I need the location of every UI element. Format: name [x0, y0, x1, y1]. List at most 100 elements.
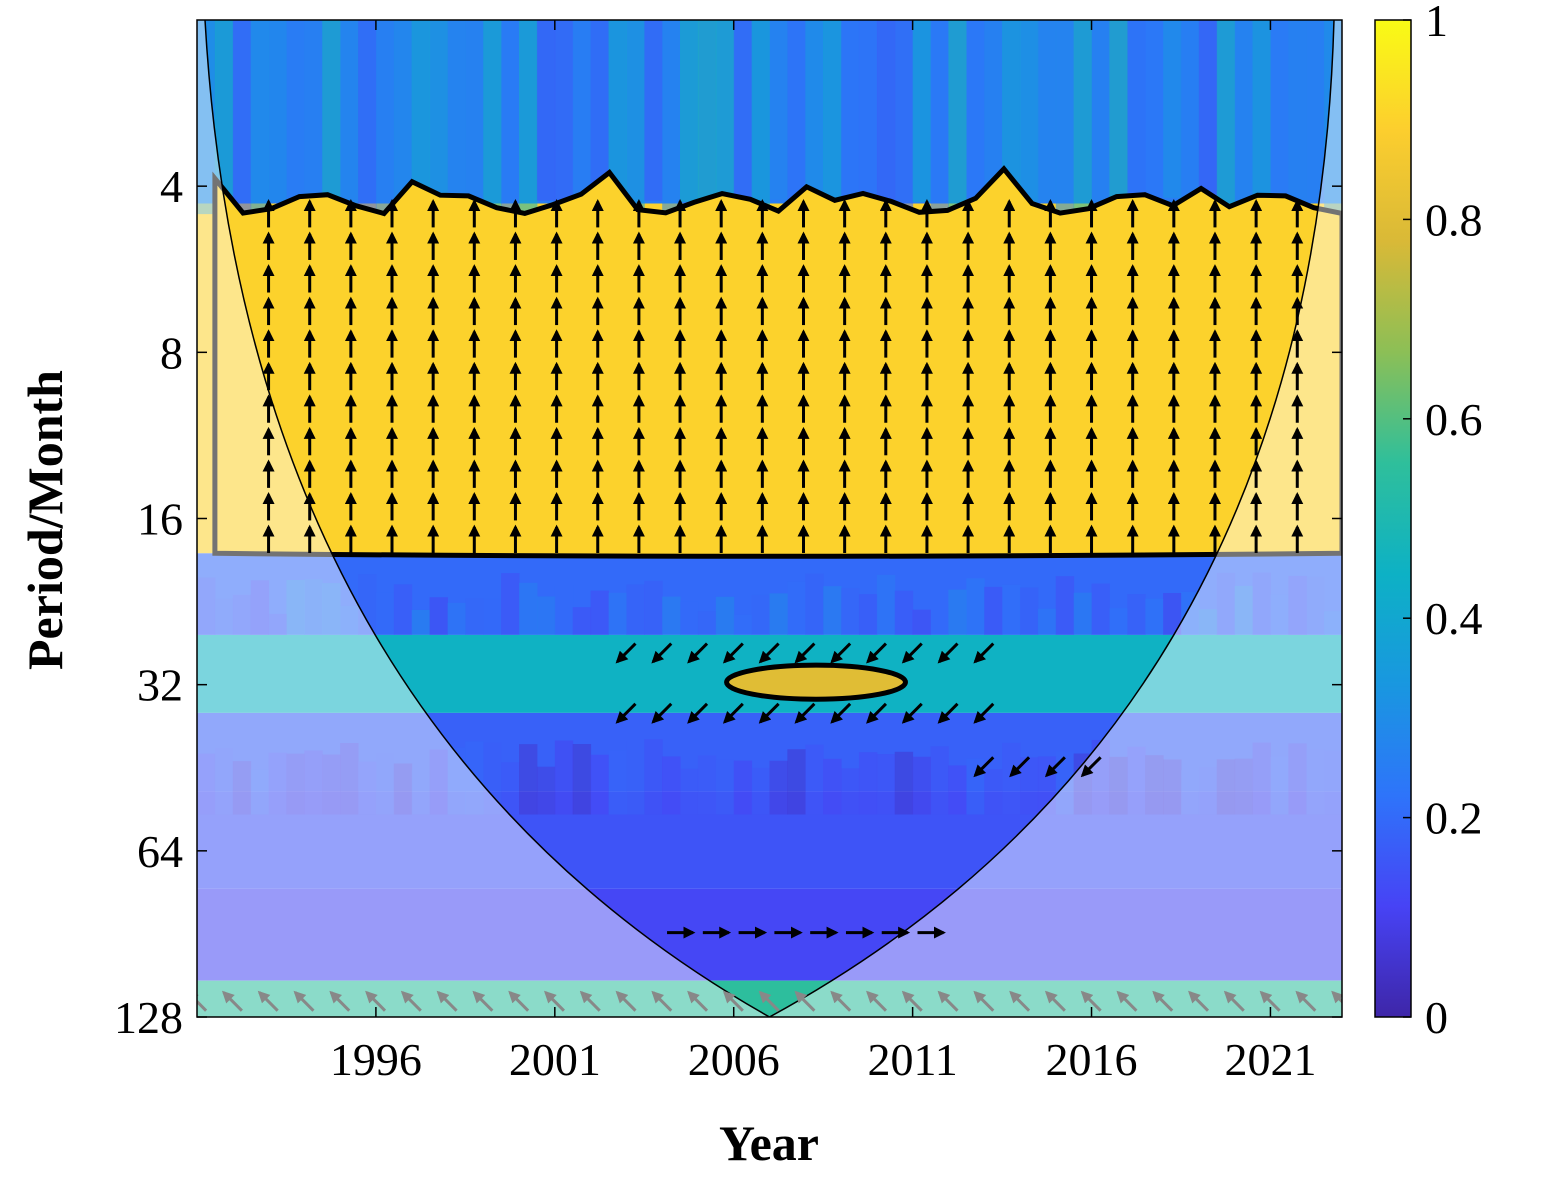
texture-cell: [1163, 20, 1182, 198]
colorbar-tick-label: 0.8: [1425, 194, 1483, 245]
phase-arrow: [615, 990, 637, 1012]
texture-cell: [1216, 759, 1236, 815]
texture-cell: [1216, 572, 1236, 635]
texture-cell: [1109, 20, 1128, 210]
texture-cell: [304, 750, 323, 815]
texture-cell: [644, 20, 663, 201]
texture-cell: [250, 20, 270, 217]
texture-cell: [1270, 756, 1289, 815]
x-tick-label: 2001: [509, 1034, 601, 1085]
phase-arrow: [293, 990, 315, 1012]
texture-cell: [197, 577, 216, 635]
texture-cell: [876, 754, 896, 815]
texture-cell: [1234, 758, 1254, 815]
phase-arrow: [830, 702, 852, 724]
phase-arrow: [1259, 990, 1281, 1012]
texture-cell: [554, 740, 574, 815]
texture-cell: [375, 753, 395, 815]
texture-cell: [1324, 750, 1342, 815]
phase-arrow: [472, 990, 494, 1012]
texture-cell: [1180, 20, 1200, 201]
texture-cell: [1180, 591, 1200, 635]
texture-cell: [268, 752, 287, 815]
texture-cell: [680, 768, 699, 815]
texture-cell: [1163, 593, 1182, 635]
texture-cell: [966, 20, 985, 201]
texture-cell: [393, 584, 413, 635]
texture-cell: [197, 20, 216, 215]
texture-cell: [1145, 755, 1164, 815]
texture-cell: [483, 20, 502, 214]
texture-cell: [572, 20, 592, 206]
texture-cell: [948, 20, 967, 227]
phase-arrow: [758, 702, 780, 724]
texture-cell: [483, 742, 502, 815]
phase-arrow: [436, 990, 458, 1012]
texture-cell: [1163, 759, 1182, 815]
phase-arrow: [973, 990, 995, 1012]
phase-arrow: [400, 990, 422, 1012]
texture-cell: [930, 604, 949, 635]
texture-cell: [375, 20, 395, 229]
phase-arrow: [866, 702, 888, 724]
phase-arrow: [687, 702, 709, 724]
texture-cell: [608, 20, 627, 199]
phase-arrow: [651, 990, 673, 1012]
texture-cell: [626, 584, 645, 635]
phase-arrow: [973, 702, 995, 724]
phase-arrow: [722, 990, 744, 1012]
texture-cell: [411, 769, 431, 815]
texture-cell: [876, 574, 896, 635]
texture-cell: [304, 20, 323, 216]
phase-arrow: [1080, 990, 1102, 1012]
texture-cell: [340, 605, 359, 635]
texture-cell: [769, 593, 788, 635]
texture-cell: [733, 20, 753, 213]
phase-arrow: [1295, 990, 1317, 1012]
texture-cell: [715, 759, 735, 815]
texture-cell: [1288, 743, 1307, 815]
phase-arrow: [508, 990, 530, 1012]
texture-cell: [268, 613, 287, 635]
x-tick-label: 1996: [330, 1034, 422, 1085]
texture-cell: [340, 743, 359, 815]
phase-arrow: [830, 990, 852, 1012]
texture-cell: [590, 20, 609, 219]
texture-cell: [429, 20, 448, 223]
plot-area: [197, 20, 1342, 1017]
texture-cell: [715, 20, 735, 224]
phase-arrow: [830, 642, 852, 664]
texture-cell: [411, 609, 431, 635]
texture-cell: [608, 592, 627, 635]
texture-cell: [1306, 20, 1325, 202]
texture-cell: [1306, 576, 1325, 635]
texture-cell: [912, 756, 932, 815]
texture-cell: [1127, 746, 1146, 815]
cone-of-influence-shade: [197, 20, 1342, 1017]
phase-arrow: [794, 990, 816, 1012]
texture-cell: [1073, 592, 1093, 635]
phase-arrow: [579, 990, 601, 1012]
texture-cell: [1145, 20, 1164, 217]
texture-cell: [1091, 20, 1110, 227]
texture-cell: [1127, 594, 1146, 635]
texture-cell: [1306, 749, 1325, 815]
phase-arrow: [1223, 990, 1245, 1012]
phase-arrow: [1009, 990, 1031, 1012]
significant-regions: [212, 165, 1342, 702]
texture-cell: [680, 20, 699, 202]
texture-cell: [858, 752, 878, 815]
phase-arrow: [615, 702, 637, 724]
significant-region: [724, 662, 908, 702]
significant-region: [212, 165, 1342, 559]
texture-cell: [536, 596, 556, 635]
texture-cell: [501, 762, 520, 815]
phase-arrow: [937, 642, 959, 664]
texture-cell: [1216, 20, 1236, 217]
texture-cell: [697, 20, 717, 214]
texture-cell: [1288, 20, 1307, 201]
x-tick-label: 2006: [688, 1034, 780, 1085]
phase-arrow: [901, 702, 923, 724]
